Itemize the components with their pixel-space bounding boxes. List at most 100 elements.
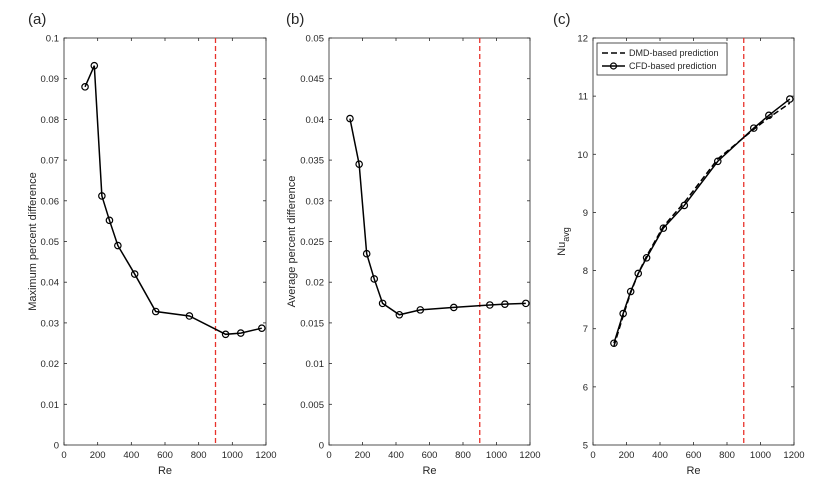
plot-frame	[328, 37, 531, 446]
data-point	[257, 324, 266, 332]
y-tick-label: 0.05	[306, 34, 325, 45]
x-tick-label: 600	[422, 450, 438, 461]
data-point	[416, 306, 425, 314]
data-point	[346, 114, 354, 123]
y-tick-label: 0.005	[300, 400, 324, 411]
x-tick-label: 200	[355, 450, 371, 461]
x-tick-label: 400	[123, 450, 139, 461]
data-point	[501, 300, 509, 308]
data-point	[81, 83, 89, 91]
data-point	[659, 224, 668, 232]
data-point	[98, 192, 106, 200]
series-line	[349, 118, 526, 316]
y-tick-label: 0.01	[306, 359, 325, 370]
y-tick-label: 0.03	[41, 318, 60, 329]
x-tick-label: 0	[590, 450, 595, 461]
data-point	[619, 309, 627, 318]
y-tick-label: 0.03	[306, 196, 325, 207]
data-point	[370, 275, 379, 283]
y-tick-label: 0	[319, 441, 324, 452]
data-point	[130, 270, 139, 278]
x-tick-label: 200	[619, 450, 635, 461]
data-point	[236, 329, 245, 337]
x-tick-label: 400	[388, 450, 404, 461]
x-axis-label: Re	[158, 465, 172, 477]
data-point	[378, 299, 387, 308]
y-tick-label: 7	[583, 324, 588, 335]
chart-panel-2: 0 200 400 600 800 1000 1200 0 0.005 0.01 0.015 0.02…	[286, 11, 541, 477]
data-point	[634, 269, 643, 278]
y-tick-label: 12	[577, 34, 588, 45]
x-tick-label: 600	[157, 450, 173, 461]
y-tick-label: 0.02	[41, 359, 60, 370]
y-axis-label: Nuavg	[556, 227, 571, 256]
series-line	[613, 102, 791, 347]
legend: DMD-based prediction CFD-based prediction	[596, 42, 728, 76]
x-tick-label: 0	[326, 450, 331, 461]
legend-box	[596, 42, 728, 76]
y-tick-label: 0.015	[300, 318, 324, 329]
x-tick-label: 1200	[255, 450, 276, 461]
y-tick-label: 10	[577, 150, 588, 161]
x-tick-label: 1000	[750, 450, 771, 461]
data-point	[90, 61, 99, 70]
y-tick-label: 0.01	[41, 400, 60, 411]
y-axis-label: Maximum percent difference	[27, 172, 39, 311]
x-tick-label: 1000	[486, 450, 507, 461]
data-point	[680, 201, 689, 210]
data-point	[610, 339, 618, 348]
y-axis-label-subscript: avg	[561, 227, 571, 242]
x-axis-label: Re	[686, 465, 700, 477]
data-point	[362, 249, 371, 258]
data-point	[395, 310, 404, 319]
y-tick-label: 0.1	[46, 34, 59, 45]
x-axis-label: Re	[422, 465, 436, 477]
y-tick-label: 8	[583, 266, 588, 277]
data-point	[522, 299, 530, 308]
x-tick-label: 1200	[783, 450, 804, 461]
x-tick-label: 600	[686, 450, 702, 461]
x-tick-label: 1200	[519, 450, 540, 461]
y-tick-label: 5	[583, 441, 588, 452]
x-tick-label: 200	[90, 450, 106, 461]
data-point	[626, 287, 635, 296]
plot-frame	[63, 37, 267, 446]
data-point	[713, 157, 722, 166]
panel-label: (b)	[286, 11, 304, 28]
panel-label: (a)	[28, 11, 46, 28]
y-tick-label: 0.08	[41, 115, 60, 126]
x-tick-label: 1000	[222, 450, 243, 461]
series-line	[613, 98, 791, 344]
data-point	[449, 303, 458, 312]
data-point	[765, 111, 773, 120]
y-tick-label: 11	[578, 92, 588, 103]
data-point	[105, 216, 114, 225]
x-tick-label: 400	[652, 450, 668, 461]
y-tick-label: 0.025	[300, 237, 324, 248]
y-tick-label: 0.04	[41, 278, 60, 289]
data-point	[151, 307, 160, 316]
legend-entry: DMD-based prediction	[629, 48, 719, 58]
x-tick-label: 800	[455, 450, 471, 461]
data-point	[786, 95, 794, 103]
data-point	[642, 253, 651, 262]
y-tick-label: 0	[54, 441, 59, 452]
data-point	[749, 124, 758, 132]
data-point	[355, 160, 363, 168]
y-tick-label: 0.04	[306, 115, 325, 126]
data-point	[185, 312, 194, 320]
x-tick-label: 800	[191, 450, 207, 461]
legend-entry: CFD-based prediction	[629, 61, 717, 71]
data-point	[114, 241, 122, 250]
x-tick-label: 0	[61, 450, 66, 461]
y-tick-label: 0.045	[300, 74, 324, 85]
y-axis-label: Average percent difference	[286, 176, 298, 308]
y-tick-label: 0.035	[300, 156, 324, 167]
data-point	[221, 330, 230, 339]
chart-panel-3: 0 200 400 600 800 1000 1200 5 6 7 8 9 10 11 12 Re Nuavg (…	[553, 11, 805, 477]
y-tick-label: 0.02	[306, 278, 325, 289]
y-tick-label: 9	[583, 208, 588, 219]
y-tick-label: 0.07	[41, 156, 60, 167]
y-tick-label: 0.05	[41, 237, 60, 248]
